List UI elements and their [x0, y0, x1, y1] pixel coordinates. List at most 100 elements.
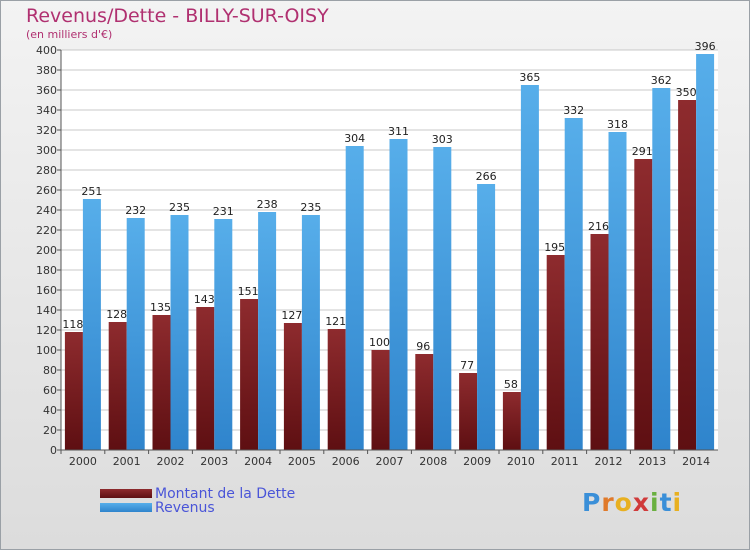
data-label: 318: [607, 118, 628, 131]
data-label: 216: [588, 220, 609, 233]
bar-dette: [371, 350, 390, 450]
data-label: 311: [388, 125, 409, 138]
y-tick-label: 140: [36, 304, 57, 317]
bar-revenus: [214, 219, 233, 450]
y-tick-label: 20: [43, 424, 57, 437]
y-tick-label: 240: [36, 204, 57, 217]
x-tick-label: 2004: [244, 455, 272, 468]
data-label: 304: [344, 132, 365, 145]
bar-revenus: [82, 199, 101, 450]
x-tick-label: 2009: [463, 455, 491, 468]
x-tick-label: 2013: [638, 455, 666, 468]
bar-revenus: [345, 146, 364, 450]
x-tick-label: 2008: [419, 455, 447, 468]
bar-revenus: [301, 215, 320, 450]
bar-dette: [196, 307, 215, 450]
data-label: 96: [416, 340, 430, 353]
data-label: 135: [150, 301, 171, 314]
y-tick-label: 400: [36, 44, 57, 57]
data-label: 231: [213, 205, 234, 218]
y-tick-label: 360: [36, 84, 57, 97]
y-tick-label: 60: [43, 384, 57, 397]
x-tick-label: 2002: [157, 455, 185, 468]
bar-revenus: [170, 215, 189, 450]
data-label: 128: [106, 308, 127, 321]
data-label: 350: [676, 86, 697, 99]
x-tick-label: 2011: [551, 455, 579, 468]
bar-dette: [240, 299, 259, 450]
y-tick-label: 180: [36, 264, 57, 277]
data-label: 100: [369, 336, 390, 349]
bar-revenus: [433, 147, 452, 450]
data-label: 77: [460, 359, 474, 372]
bar-dette: [327, 329, 346, 450]
x-tick-label: 2003: [200, 455, 228, 468]
x-tick-label: 2012: [595, 455, 623, 468]
bar-dette: [152, 315, 171, 450]
bar-revenus: [608, 132, 627, 450]
bar-dette: [459, 373, 478, 450]
bar-revenus: [564, 118, 583, 450]
y-tick-label: 120: [36, 324, 57, 337]
y-tick-label: 220: [36, 224, 57, 237]
x-tick-label: 2001: [113, 455, 141, 468]
data-label: 332: [563, 104, 584, 117]
x-tick-label: 2014: [682, 455, 710, 468]
data-label: 362: [651, 74, 672, 87]
bar-dette: [634, 159, 653, 450]
x-tick-label: 2007: [376, 455, 404, 468]
bar-dette: [283, 323, 302, 450]
bar-dette: [64, 332, 83, 450]
data-label: 266: [476, 170, 497, 183]
bar-revenus: [652, 88, 671, 450]
data-label: 195: [544, 241, 565, 254]
x-tick-label: 2010: [507, 455, 535, 468]
bar-revenus: [258, 212, 277, 450]
y-tick-label: 340: [36, 104, 57, 117]
data-label: 127: [281, 309, 302, 322]
bar-dette: [590, 234, 609, 450]
bar-dette: [108, 322, 127, 450]
legend-label-dette: Montant de la Dette: [155, 486, 296, 502]
legend-swatch-revenus: [100, 503, 152, 512]
data-label: 396: [695, 40, 716, 53]
bar-dette: [546, 255, 565, 450]
data-label: 365: [519, 71, 540, 84]
bar-revenus: [520, 85, 539, 450]
y-tick-label: 280: [36, 164, 57, 177]
y-tick-label: 320: [36, 124, 57, 137]
x-tick-label: 2006: [332, 455, 360, 468]
data-label: 251: [81, 185, 102, 198]
legend-swatch-dette: [100, 489, 152, 498]
data-label: 238: [257, 198, 278, 211]
bar-dette: [415, 354, 434, 450]
data-label: 58: [504, 378, 518, 391]
y-tick-label: 100: [36, 344, 57, 357]
y-tick-label: 200: [36, 244, 57, 257]
y-tick-label: 260: [36, 184, 57, 197]
bar-revenus: [696, 54, 715, 450]
data-label: 118: [62, 318, 83, 331]
x-tick-label: 2005: [288, 455, 316, 468]
y-tick-label: 300: [36, 144, 57, 157]
data-label: 151: [238, 285, 259, 298]
data-label: 121: [325, 315, 346, 328]
data-label: 303: [432, 133, 453, 146]
bar-dette: [678, 100, 697, 450]
legend-label-revenus: Revenus: [155, 500, 215, 516]
y-tick-label: 380: [36, 64, 57, 77]
bar-dette: [502, 392, 521, 450]
chart-subtitle: (en milliers d'€): [26, 28, 113, 41]
data-label: 291: [632, 145, 653, 158]
x-tick-label: 2000: [69, 455, 97, 468]
data-label: 235: [300, 201, 321, 214]
data-label: 143: [194, 293, 215, 306]
y-tick-label: 0: [50, 444, 57, 457]
y-tick-label: 160: [36, 284, 57, 297]
data-label: 235: [169, 201, 190, 214]
proxiti-logo: Proxiti: [582, 488, 683, 517]
data-label: 232: [125, 204, 146, 217]
bar-revenus: [389, 139, 408, 450]
bar-revenus: [126, 218, 145, 450]
